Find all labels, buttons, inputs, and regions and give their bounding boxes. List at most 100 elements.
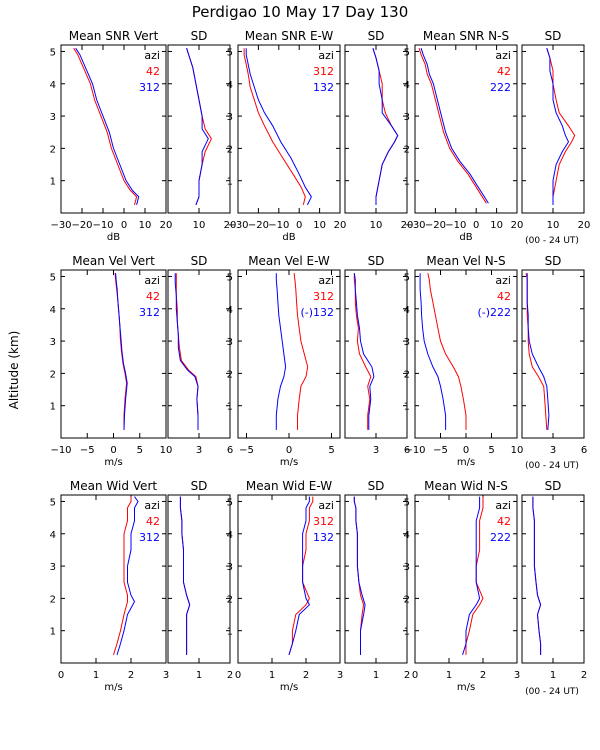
x-tick-label: 3 [514,670,520,681]
x-tick-label: 0 [286,445,292,456]
series-line-blue [116,496,139,656]
y-tick-label: 3 [227,112,233,123]
x-tick-label: −30 [227,220,248,231]
legend-title: azi [495,49,511,62]
chart-panel: SD 1 2 [521,479,587,681]
plot-frame [237,494,341,664]
x-tick-label: 2 [227,670,233,681]
series-line-red [288,496,314,656]
x-tick-label: 5 [328,445,334,456]
legend-title: azi [318,49,334,62]
x-tick-label: 10 [370,220,383,231]
y-tick-label: 1 [404,402,410,413]
x-tick-label: −10 [404,445,425,456]
x-tick-label: 6 [404,445,410,456]
series-line-blue [245,48,312,206]
series-line-blue [174,273,199,430]
y-tick-label: 1 [50,177,56,188]
y-tick-label: 5 [227,47,233,58]
panel-title: SD [368,254,385,268]
series-line-red [525,273,548,430]
x-tick-label: 2 [581,670,587,681]
legend-title: azi [495,274,511,287]
y-tick-label: 4 [227,305,233,316]
series-line-blue [288,496,311,656]
legend-entry-blue: 312 [139,531,160,544]
y-tick-label: 2 [404,144,410,155]
y-tick-label: 3 [227,562,233,573]
x-tick-label: −20 [425,220,446,231]
y-tick-label: 4 [227,530,233,541]
legend-title: azi [318,499,334,512]
plot-frame [521,269,585,439]
legend-entry-blue: 222 [490,531,511,544]
x-tick-label: −20 [248,220,269,231]
plot-frame [60,494,167,664]
x-tick-label: 3 [337,670,343,681]
y-tick-label: 2 [227,144,233,155]
y-tick-label: 4 [50,80,56,91]
series-line-red [175,273,199,430]
y-tick-label: 1 [50,627,56,638]
x-tick-label: 0 [463,445,469,456]
x-tick-label: 20 [401,220,414,231]
series-line-red [418,48,487,204]
chart-panel: SD 3 6 [521,254,587,456]
chart-panel: Mean Wid Vert 1 2 3 4 5 0 1 2 3 m/s azi 42 312 [50,479,170,693]
plot-frame [60,44,167,214]
y-tick-label: 5 [227,497,233,508]
x-tick-label: 1 [373,670,379,681]
y-tick-label: 4 [227,80,233,91]
panel-title: SD [545,479,562,493]
legend-entry-red: 42 [146,290,160,303]
x-tick-label: 2 [480,670,486,681]
y-tick-label: 4 [404,530,410,541]
y-tick-label: 5 [404,497,410,508]
chart-panel: SD 3 6 [344,254,410,456]
panel-title: Mean Wid E-W [246,479,332,493]
x-tick-label: 10 [313,220,326,231]
y-axis-label: Altitude (km) [7,331,21,410]
x-axis-label: m/s [280,682,298,693]
x-tick-label: 2 [404,670,410,681]
plot-frame [344,44,408,214]
x-tick-label: −20 [71,220,92,231]
panel-title: SD [191,29,208,43]
x-tick-label: 1 [196,670,202,681]
chart-panel: Mean Vel E-W 1 2 3 4 5 −5 0 5 m/s azi 312 (-)132 [227,254,341,468]
chart-panel: SD 10 20 [344,29,414,231]
y-tick-label: 3 [227,337,233,348]
x-tick-label: −10 [92,220,113,231]
chart-panel: Mean SNR E-W 1 2 3 4 5 −30 −20 −10 0 10 20 dB azi 312 1… [227,29,347,243]
series-line-blue [462,496,481,656]
plot-frame [414,494,518,664]
panel-title: Mean Wid N-S [424,479,508,493]
panel-title: SD [545,29,562,43]
y-tick-label: 3 [50,562,56,573]
panel-title: SD [545,254,562,268]
y-tick-label: 2 [227,369,233,380]
x-tick-label: −30 [50,220,71,231]
chart-panel: SD 10 20 [521,29,591,231]
time-note: (00 - 24 UT) [525,687,579,697]
y-tick-label: 5 [50,497,56,508]
x-tick-label: 0 [110,445,116,456]
y-tick-label: 5 [404,272,410,283]
plot-frame [521,494,585,664]
x-tick-label: −10 [268,220,289,231]
x-tick-label: 5 [488,445,494,456]
series-line-blue [546,48,570,205]
legend-title: azi [144,49,160,62]
x-tick-label: 20 [511,220,524,231]
panel-title: SD [191,254,208,268]
legend-title: azi [144,499,160,512]
panel-title: Mean SNR Vert [69,29,159,43]
x-tick-label: 20 [578,220,591,231]
x-tick-label: 0 [58,670,64,681]
x-tick-label: 2 [128,670,134,681]
legend-entry-red: 42 [146,65,160,78]
series-line-red [372,48,399,205]
x-tick-label: −5 [433,445,448,456]
legend-entry-red: 42 [497,290,511,303]
series-line-blue [353,496,366,655]
